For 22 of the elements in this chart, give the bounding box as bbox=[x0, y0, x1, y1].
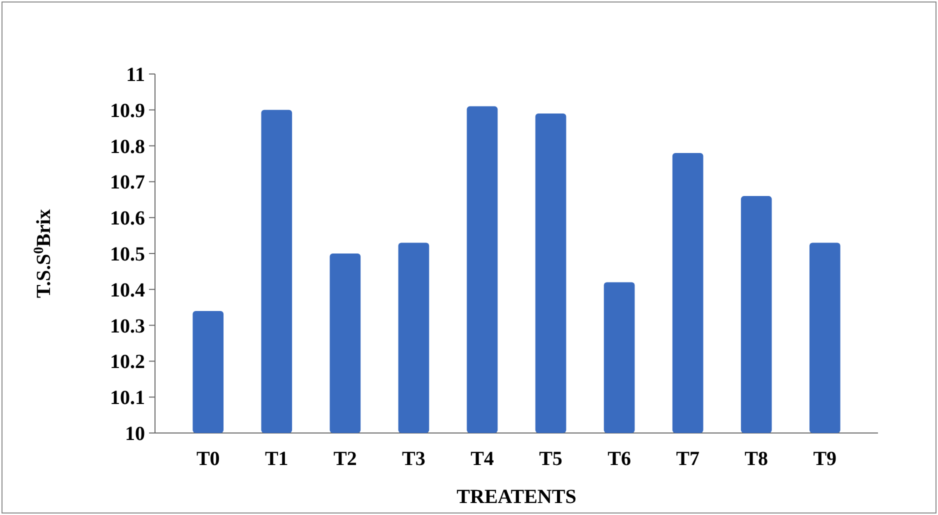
y-tick-label: 10.1 bbox=[110, 387, 145, 410]
x-tick-label: T8 bbox=[744, 448, 768, 470]
x-tick-label: T3 bbox=[402, 448, 426, 470]
y-tick-label: 10.9 bbox=[110, 100, 145, 122]
y-tick-label: 10.6 bbox=[110, 208, 145, 230]
x-tick-label: T6 bbox=[608, 448, 631, 470]
y-tick-label: 10.4 bbox=[110, 279, 145, 302]
x-tick-label: T5 bbox=[539, 448, 562, 470]
x-tick-label: T9 bbox=[813, 448, 837, 470]
y-tick-label: 11 bbox=[126, 64, 145, 86]
y-tick-label: 10 bbox=[125, 423, 145, 445]
x-axis-title: TREATENTS bbox=[456, 486, 576, 508]
x-tick-label: T4 bbox=[470, 448, 494, 470]
y-tick-label: 10.8 bbox=[110, 136, 145, 158]
y-tick-label: 10.7 bbox=[110, 172, 145, 194]
y-tick-label: 10.2 bbox=[110, 351, 145, 374]
x-tick-label: T1 bbox=[264, 448, 288, 470]
x-tick-label: T2 bbox=[334, 448, 357, 470]
y-tick-label: 10.3 bbox=[110, 315, 145, 338]
y-tick-label: 10.5 bbox=[110, 244, 145, 266]
x-tick-label: T0 bbox=[196, 448, 220, 470]
x-tick-label: T7 bbox=[676, 448, 700, 470]
